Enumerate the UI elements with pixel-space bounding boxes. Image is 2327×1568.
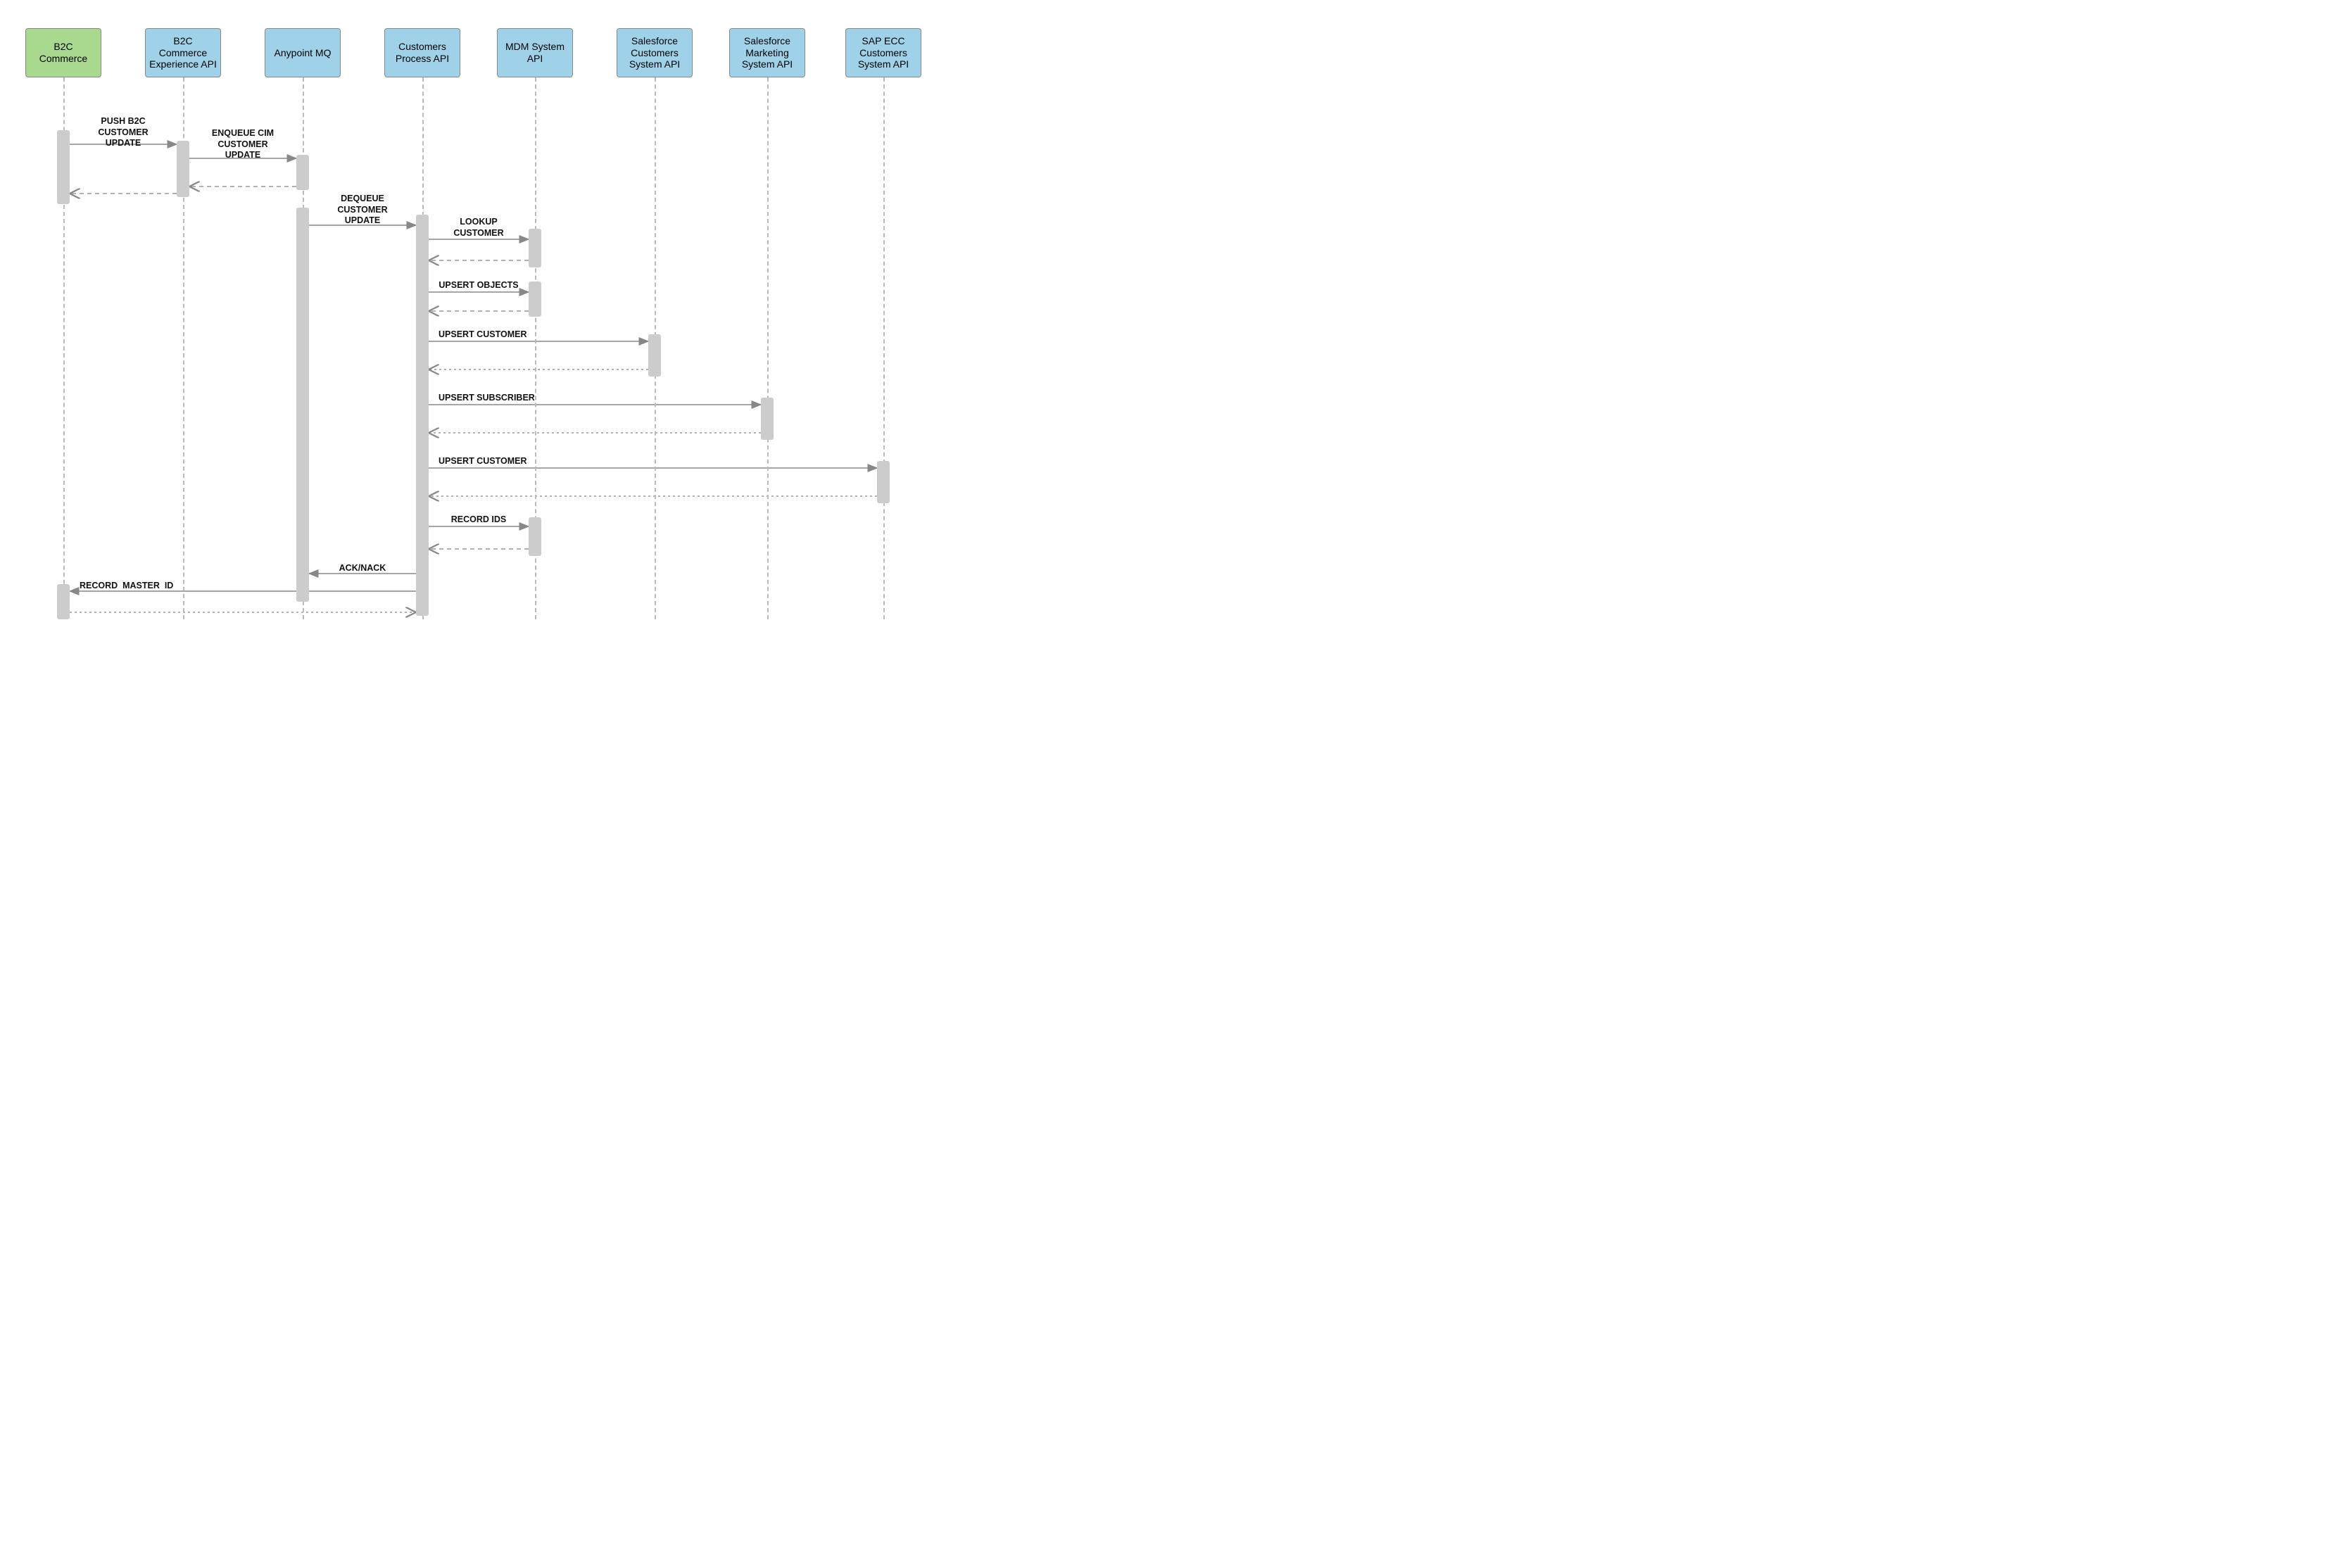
- arrows-layer: [14, 14, 936, 633]
- activation-b2c-0: [57, 130, 70, 204]
- activation-sfMkt-8: [761, 398, 774, 440]
- activation-mdm-5: [529, 229, 541, 267]
- participant-sap: SAP ECC Customers System API: [845, 28, 921, 77]
- message-label-1: ENQUEUE CIM CUSTOMER UPDATE: [189, 128, 296, 161]
- message-label-17: ACK/NACK: [309, 563, 416, 574]
- lifeline-sap: [883, 77, 885, 619]
- message-label-4: DEQUEUE CUSTOMER UPDATE: [309, 194, 416, 227]
- activation-b2cExp-1: [177, 141, 189, 197]
- activation-amq-3: [296, 208, 309, 602]
- activation-b2c-11: [57, 584, 70, 619]
- participant-b2cExp: B2C Commerce Experience API: [145, 28, 221, 77]
- message-label-13: UPSERT CUSTOMER: [439, 456, 526, 467]
- lifeline-sfMkt: [767, 77, 769, 619]
- message-label-9: UPSERT CUSTOMER: [439, 329, 526, 341]
- message-label-18: RECORD MASTER ID: [80, 581, 173, 592]
- participant-sfCust: Salesforce Customers System API: [617, 28, 693, 77]
- sequence-diagram: B2C Commerce B2C Commerce Experience API A…: [14, 14, 936, 633]
- activation-mdm-10: [529, 517, 541, 556]
- participant-mdm: MDM System API: [497, 28, 573, 77]
- message-label-7: UPSERT OBJECTS: [429, 280, 529, 291]
- activation-sap-9: [877, 461, 890, 503]
- message-label-15: RECORD IDS: [429, 514, 529, 526]
- activation-sfCust-7: [648, 334, 661, 377]
- message-label-5: LOOKUP CUSTOMER: [429, 217, 529, 239]
- activation-amq-2: [296, 155, 309, 190]
- activation-custProc-4: [416, 215, 429, 616]
- message-label-11: UPSERT SUBSCRIBER: [439, 393, 535, 404]
- participant-b2c: B2C Commerce: [25, 28, 101, 77]
- activation-mdm-6: [529, 282, 541, 317]
- participant-amq: Anypoint MQ: [265, 28, 341, 77]
- participant-sfMkt: Salesforce Marketing System API: [729, 28, 805, 77]
- message-label-0: PUSH B2C CUSTOMER UPDATE: [70, 116, 177, 149]
- participant-custProc: Customers Process API: [384, 28, 460, 77]
